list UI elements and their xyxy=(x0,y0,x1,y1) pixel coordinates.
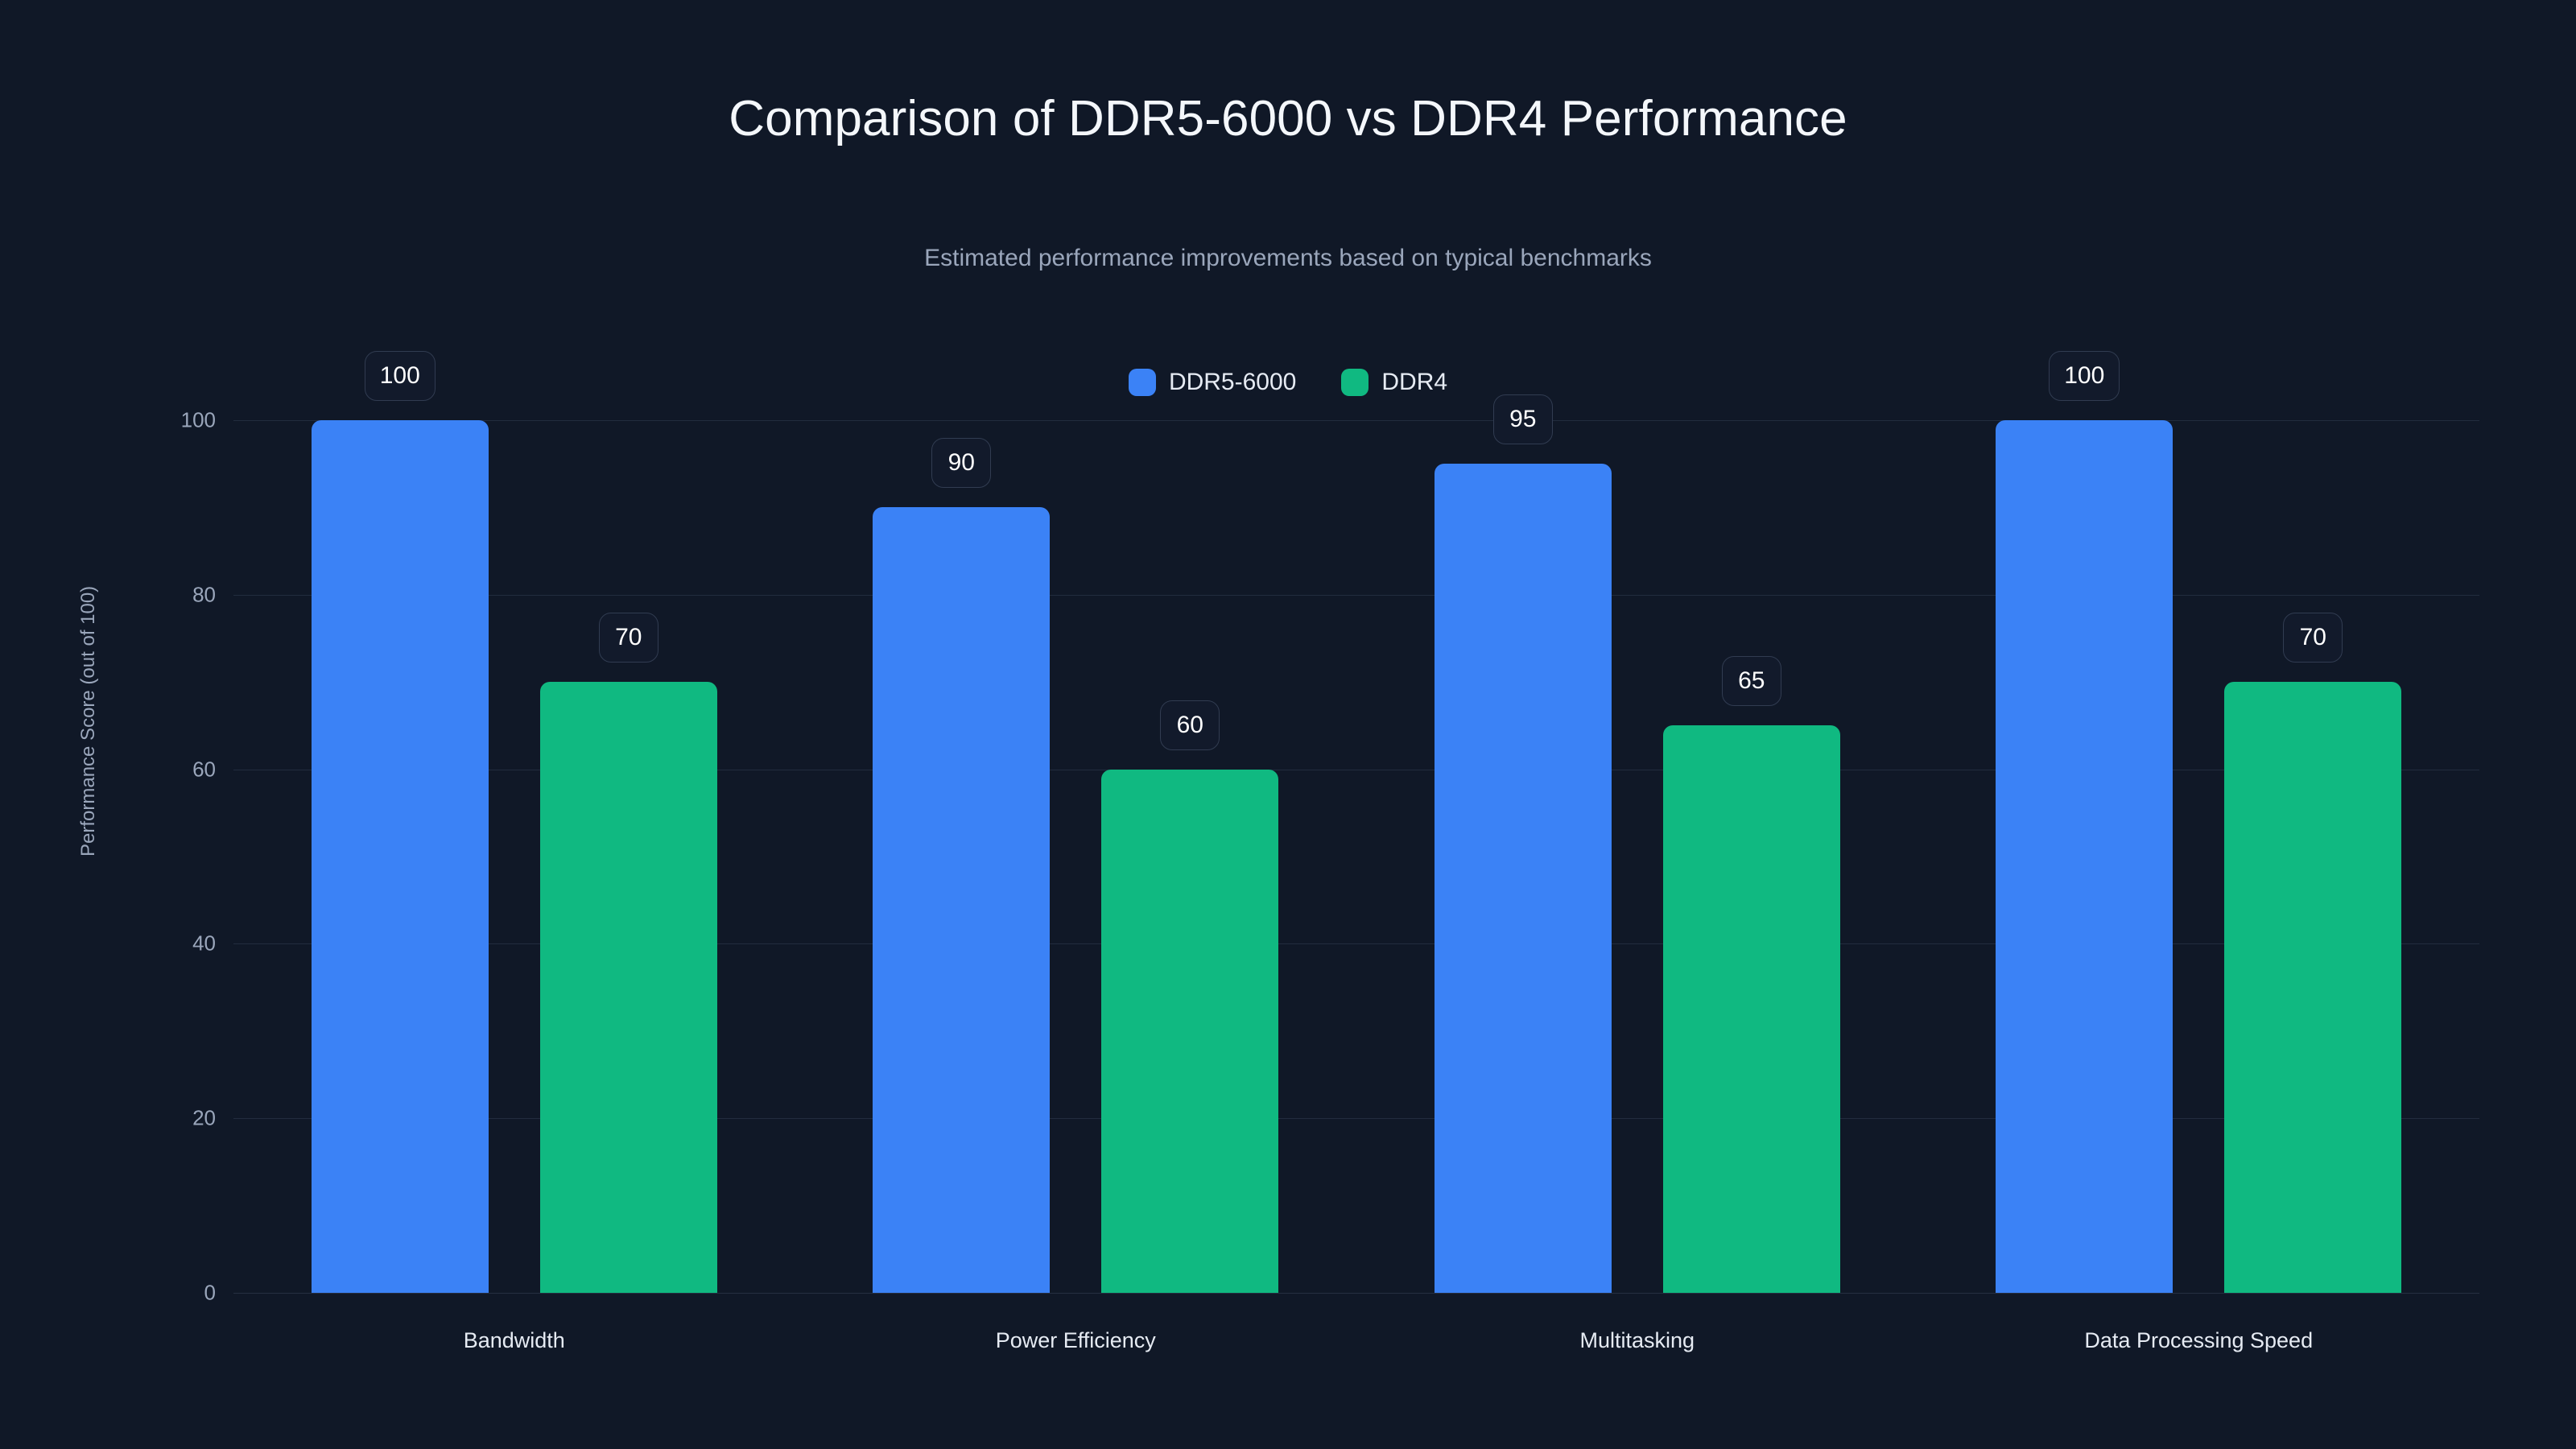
gridline xyxy=(233,1118,2479,1120)
bar-value-label: 70 xyxy=(598,613,658,663)
bar-value-label: 100 xyxy=(2049,351,2120,401)
x-category-label: Bandwidth xyxy=(463,1328,565,1352)
x-category-label: Power Efficiency xyxy=(995,1328,1156,1352)
bar[interactable] xyxy=(2224,682,2402,1293)
x-category-label: Data Processing Speed xyxy=(2084,1328,2314,1352)
y-tick-label: 40 xyxy=(192,931,216,956)
y-tick-label: 20 xyxy=(192,1105,216,1130)
bar[interactable] xyxy=(311,420,489,1293)
bar[interactable] xyxy=(1101,769,1279,1293)
bar[interactable] xyxy=(539,682,717,1293)
legend-label: DDR5-6000 xyxy=(1168,369,1297,395)
legend-label: DDR4 xyxy=(1381,369,1448,395)
legend-swatch-icon xyxy=(1128,369,1156,396)
bar-value-label: 100 xyxy=(364,351,436,401)
y-tick-label: 100 xyxy=(180,407,216,432)
x-category-label: Multitasking xyxy=(1579,1328,1695,1352)
bar-value-label: 95 xyxy=(1492,394,1553,445)
chart-title: Comparison of DDR5-6000 vs DDR4 Performa… xyxy=(729,91,1847,147)
gridline xyxy=(233,420,2479,421)
y-tick-label: 80 xyxy=(192,582,216,607)
legend-item-ddr4[interactable]: DDR4 xyxy=(1341,369,1447,396)
bar-value-label: 90 xyxy=(931,438,992,489)
bar-value-label: 70 xyxy=(2283,613,2343,663)
gridline xyxy=(233,594,2479,596)
bar[interactable] xyxy=(1662,725,1840,1293)
legend-swatch-icon xyxy=(1341,369,1369,396)
legend-item-ddr5-6000[interactable]: DDR5-6000 xyxy=(1128,369,1297,396)
y-tick-label: 0 xyxy=(204,1280,216,1305)
chart-subtitle: Estimated performance improvements based… xyxy=(924,245,1652,271)
bar[interactable] xyxy=(873,507,1051,1293)
y-axis-title: Performance Score (out of 100) xyxy=(77,585,99,857)
y-tick-label: 60 xyxy=(192,757,216,782)
chart-legend: DDR5-6000 DDR4 xyxy=(0,369,2576,396)
gridline xyxy=(233,943,2479,945)
bar-value-label: 60 xyxy=(1160,700,1220,750)
plot-area xyxy=(233,420,2479,1294)
x-axis-line xyxy=(233,1293,2479,1294)
bar[interactable] xyxy=(1996,420,2174,1293)
bar[interactable] xyxy=(1434,464,1612,1293)
bar-value-label: 65 xyxy=(1721,656,1781,707)
